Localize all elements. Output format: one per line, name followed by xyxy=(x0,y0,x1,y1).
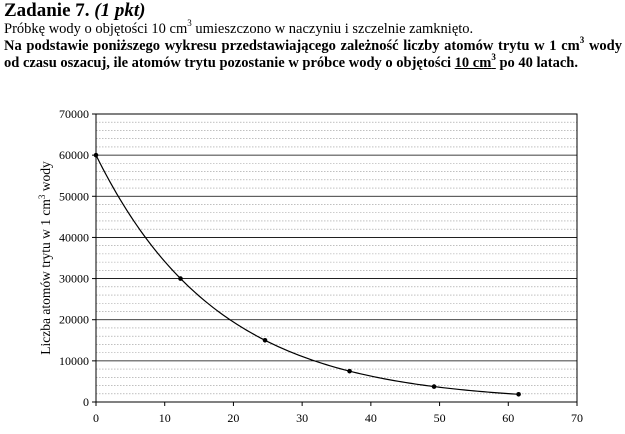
y-axis-label-end: wody xyxy=(38,161,53,195)
y-tick-label: 20000 xyxy=(59,313,89,327)
data-point xyxy=(431,384,437,389)
chart-grid xyxy=(96,121,577,395)
x-tick-label: 30 xyxy=(296,411,308,425)
y-axis-label-main: Liczba atomów trytu w 1 cm xyxy=(38,199,53,355)
y-tick-label: 0 xyxy=(83,395,89,409)
data-points xyxy=(93,152,521,397)
question-sup-2: 3 xyxy=(491,52,496,63)
y-tick-label: 10000 xyxy=(59,354,89,368)
y-tick-label: 60000 xyxy=(59,148,89,162)
y-tick-label: 30000 xyxy=(59,272,89,286)
task-heading: Zadanie 7. (1 pkt) xyxy=(4,0,622,21)
question-text-1: Na podstawie poniższego wykresu przedsta… xyxy=(4,38,580,54)
task: Zadanie 7. (1 pkt) Próbkę wody o objętoś… xyxy=(4,0,622,72)
data-point xyxy=(347,368,352,374)
x-axis-ticks: 0 10 20 30 40 50 60 70 xyxy=(93,402,583,425)
data-point xyxy=(516,391,521,397)
y-axis-label: Liczba atomów trytu w 1 cm3 wody xyxy=(37,161,53,355)
x-tick-label: 20 xyxy=(227,411,239,425)
task-number: Zadanie 7. xyxy=(4,0,90,21)
task-question: Na podstawie poniższego wykresu przedsta… xyxy=(4,35,622,72)
y-axis-ticks: 0 10000 20000 30000 40000 50000 60000 70000 xyxy=(59,107,96,409)
question-text-3: po 40 latach. xyxy=(495,55,578,71)
intro-text-2: umieszczono w naczyniu i szczelnie zamkn… xyxy=(191,21,474,37)
x-tick-label: 0 xyxy=(93,411,99,425)
question-text-2: wody od czasu oszacuj, ile atomów trytu … xyxy=(4,38,622,71)
y-tick-label: 70000 xyxy=(59,107,89,121)
plot-area-frame xyxy=(95,113,578,403)
intro-sup: 3 xyxy=(187,18,192,29)
data-point xyxy=(262,337,268,343)
decay-curve xyxy=(95,154,519,395)
question-volume-text: 10 cm xyxy=(454,55,492,71)
x-tick-label: 10 xyxy=(159,411,171,425)
y-axis-label-sup: 3 xyxy=(37,194,47,199)
question-volume: 10 cm3 xyxy=(454,52,496,71)
task-intro: Próbkę wody o objętości 10 cm3 umieszczo… xyxy=(4,18,622,38)
data-point xyxy=(93,152,99,158)
y-tick-label: 50000 xyxy=(59,189,89,203)
x-tick-label: 50 xyxy=(434,411,446,425)
x-tick-label: 60 xyxy=(502,411,514,425)
question-sup-1: 3 xyxy=(579,35,585,46)
data-point xyxy=(178,276,183,281)
y-tick-label: 40000 xyxy=(59,230,89,244)
task-points: (1 pkt) xyxy=(94,0,146,21)
x-tick-label: 70 xyxy=(571,411,583,425)
intro-text-1: Próbkę wody o objętości 10 cm xyxy=(4,21,188,37)
x-tick-label: 40 xyxy=(365,411,377,425)
